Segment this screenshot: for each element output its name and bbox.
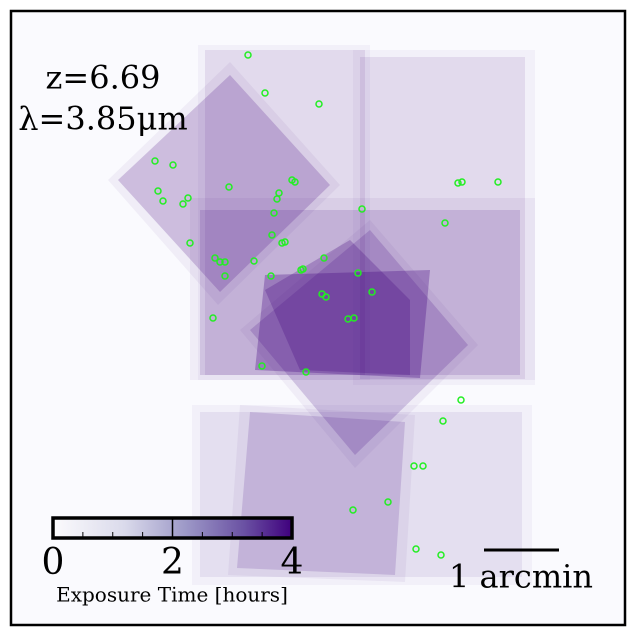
colorbar-tick-label: 4 xyxy=(281,542,304,583)
scale-bar-label: 1 arcmin xyxy=(449,558,593,596)
colorbar-label: Exposure Time [hours] xyxy=(56,583,288,607)
redshift-label: z=6.69 xyxy=(46,59,161,97)
sources xyxy=(151,51,502,559)
colorbar-tick-label: 0 xyxy=(42,542,65,583)
colorbar-tick-label: 2 xyxy=(161,542,184,583)
frame xyxy=(9,9,627,627)
exposure-footprints xyxy=(108,45,535,585)
wavelength-label: λ=3.85μm xyxy=(18,100,187,138)
